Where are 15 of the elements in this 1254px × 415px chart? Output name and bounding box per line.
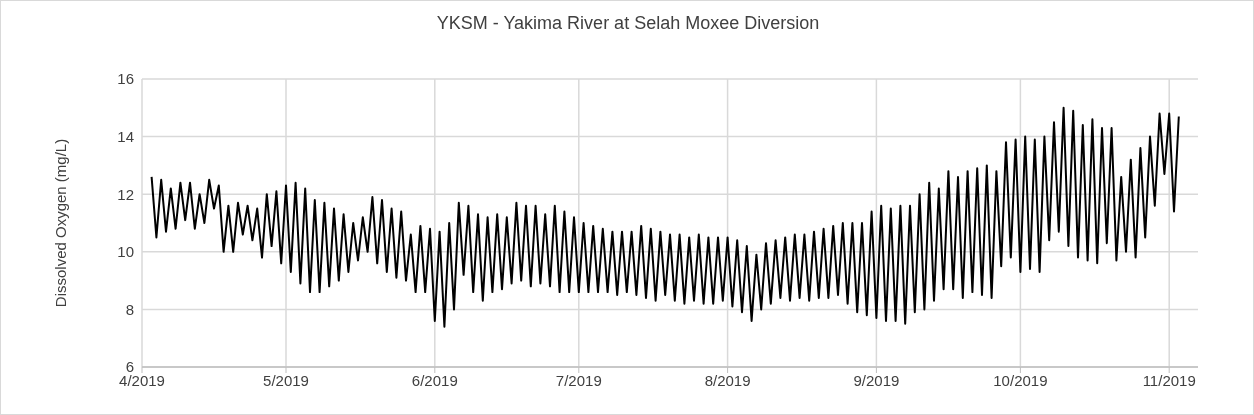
x-tick-label: 7/2019 bbox=[555, 371, 602, 389]
y-tick-label: 16 bbox=[117, 70, 134, 88]
y-tick-label: 10 bbox=[117, 243, 134, 261]
x-tick-label: 6/2019 bbox=[411, 371, 458, 389]
y-tick-label: 12 bbox=[117, 185, 134, 203]
x-tick-label: 10/2019 bbox=[993, 371, 1048, 389]
x-tick-label: 11/2019 bbox=[1142, 371, 1196, 389]
x-tick-label: 5/2019 bbox=[263, 371, 309, 389]
x-tick-label: 9/2019 bbox=[853, 371, 900, 389]
x-tick-label: 8/2019 bbox=[704, 371, 751, 389]
y-tick-label: 8 bbox=[125, 300, 134, 318]
y-tick-label: 14 bbox=[117, 127, 134, 145]
line-series bbox=[150, 106, 1180, 328]
chart-title: YKSM - Yakima River at Selah Moxee Diversion bbox=[435, 13, 821, 34]
y-axis-title: Dissolved Oxygen (mg/L) bbox=[52, 138, 70, 308]
